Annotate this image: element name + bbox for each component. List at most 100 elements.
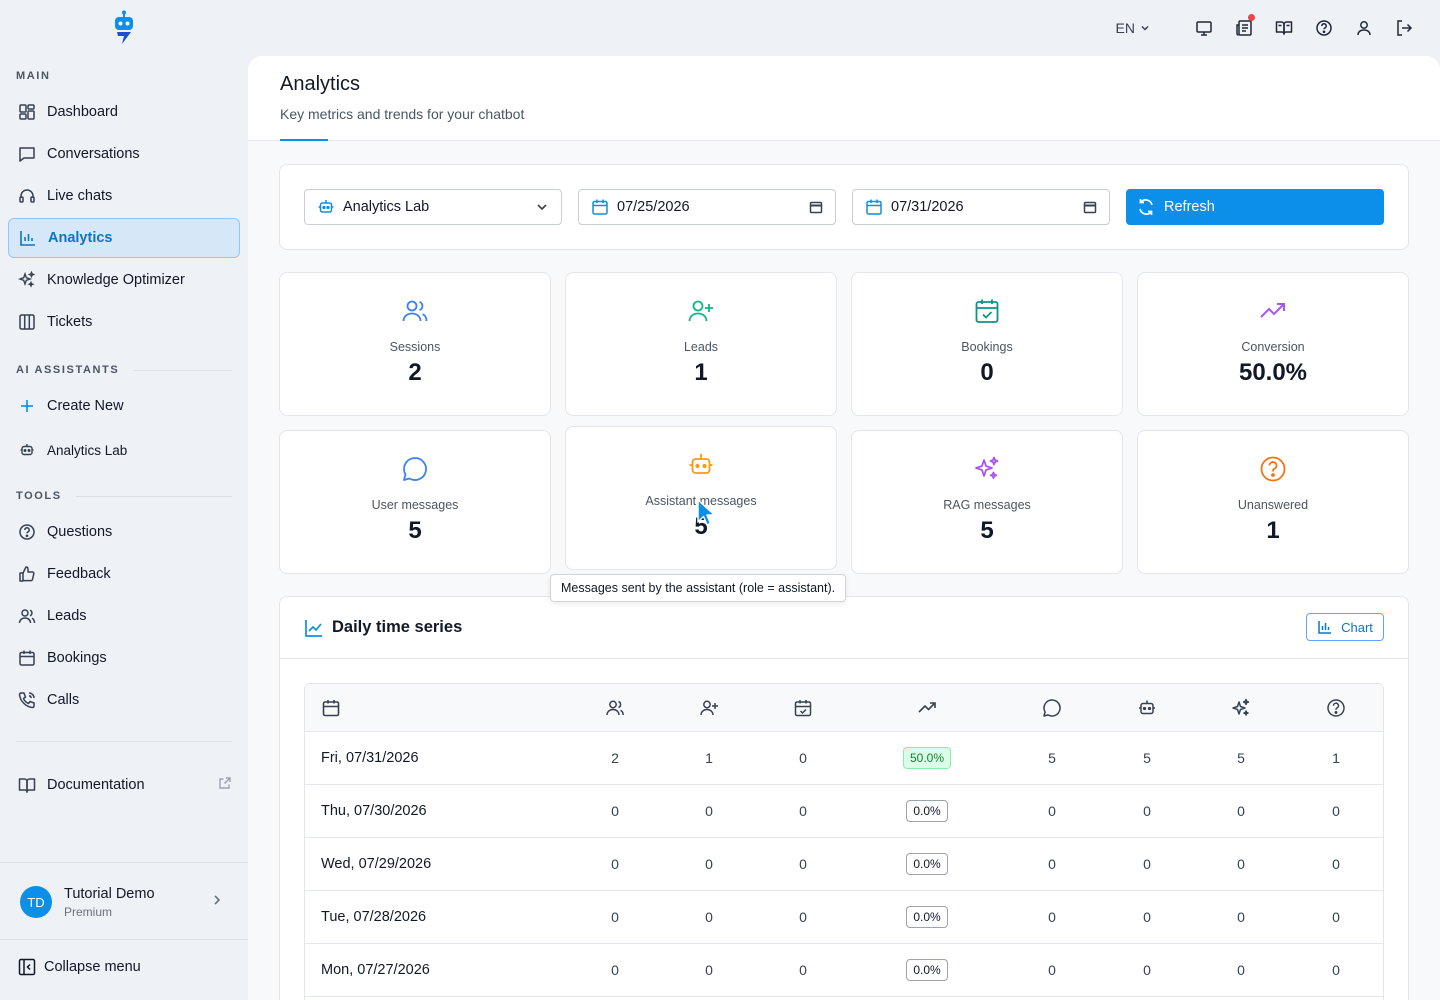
news-icon[interactable] bbox=[1232, 14, 1256, 40]
sidebar-item-tickets[interactable]: Tickets bbox=[8, 302, 240, 342]
start-date-input[interactable]: 07/25/2026 bbox=[578, 189, 836, 225]
sidebar-item-label: Questions bbox=[47, 524, 113, 540]
sidebar-item-questions[interactable]: Questions bbox=[8, 512, 240, 552]
stat-value: 5 bbox=[980, 517, 994, 544]
topbar: EN bbox=[1116, 14, 1416, 40]
calendar-icon bbox=[865, 198, 883, 216]
trending-up-icon bbox=[1138, 297, 1408, 325]
stat-value: 1 bbox=[1266, 517, 1280, 544]
thumbs-up-icon bbox=[17, 564, 37, 584]
date-picker-icon[interactable] bbox=[1083, 200, 1097, 214]
sidebar-item-dashboard[interactable]: Dashboard bbox=[8, 92, 240, 132]
date-picker-icon[interactable] bbox=[809, 200, 823, 214]
chevron-down-icon bbox=[535, 200, 549, 214]
page-header: Analytics Key metrics and trends for you… bbox=[248, 56, 1440, 141]
stat-card-leads: Leads 1 bbox=[565, 272, 837, 416]
help-circle-icon[interactable] bbox=[1316, 684, 1356, 732]
conversion-badge: 50.0% bbox=[902, 747, 952, 769]
plus-icon bbox=[17, 396, 37, 416]
collapse-menu-button[interactable]: Collapse menu bbox=[18, 958, 141, 976]
line-chart-icon bbox=[304, 618, 324, 643]
stat-card-assistant-messages: Assistant messages 5 bbox=[565, 426, 837, 570]
stat-value: 2 bbox=[408, 359, 422, 386]
user-plus-icon bbox=[566, 297, 836, 325]
end-date-value: 07/31/2026 bbox=[891, 199, 964, 215]
table-row: Wed, 07/29/2026 0 0 0 0.0% 0 0 0 0 bbox=[305, 838, 1383, 891]
sidebar-item-label: Dashboard bbox=[47, 104, 118, 120]
calendar-check-icon[interactable] bbox=[783, 684, 823, 732]
sidebar-item-knowledge-optimizer[interactable]: Knowledge Optimizer bbox=[8, 260, 240, 300]
monitor-icon[interactable] bbox=[1192, 16, 1216, 40]
users-icon bbox=[17, 606, 37, 626]
stat-value: 1 bbox=[694, 359, 708, 386]
calendar-icon[interactable] bbox=[321, 684, 341, 732]
stat-card-conversion: Conversion 50.0% bbox=[1137, 272, 1409, 416]
dashboard-icon bbox=[17, 102, 37, 122]
sidebar-item-label: Create New bbox=[47, 398, 124, 414]
chart-toggle-button[interactable]: Chart bbox=[1306, 613, 1384, 641]
sidebar-item-conversations[interactable]: Conversations bbox=[8, 134, 240, 174]
stat-value: 0 bbox=[980, 359, 994, 386]
help-icon[interactable] bbox=[1312, 16, 1336, 40]
calendar-icon bbox=[17, 648, 37, 668]
section-title-ai-assistants: AI ASSISTANTS bbox=[16, 364, 232, 376]
stat-card-rag-messages: RAG messages 5 bbox=[851, 430, 1123, 574]
stat-card-bookings: Bookings 0 bbox=[851, 272, 1123, 416]
filter-bar: Analytics Lab 07/25/2026 07/31/2026 Refr… bbox=[279, 164, 1409, 250]
user-plan: Premium bbox=[64, 905, 113, 919]
section-title-main: MAIN bbox=[16, 70, 51, 82]
notification-dot bbox=[1248, 14, 1255, 21]
sidebar-item-create-new[interactable]: Create New bbox=[8, 386, 240, 426]
columns-icon bbox=[17, 312, 37, 332]
sidebar-item-label: Leads bbox=[47, 608, 87, 624]
conversion-badge: 0.0% bbox=[906, 906, 948, 928]
chevron-down-icon bbox=[1141, 25, 1149, 31]
sidebar-item-bookings[interactable]: Bookings bbox=[8, 638, 240, 678]
sidebar-item-feedback[interactable]: Feedback bbox=[8, 554, 240, 594]
sidebar-item-leads[interactable]: Leads bbox=[8, 596, 240, 636]
sparkles-icon bbox=[17, 270, 37, 290]
sidebar-item-label: Calls bbox=[47, 692, 80, 708]
header-accent bbox=[280, 139, 328, 141]
table-row: Thu, 07/30/2026 0 0 0 0.0% 0 0 0 0 bbox=[305, 785, 1383, 838]
mouse-cursor-icon bbox=[697, 499, 716, 526]
app-logo-icon[interactable] bbox=[108, 10, 140, 46]
user-plus-icon[interactable] bbox=[689, 684, 729, 732]
table-row: Fri, 07/31/2026 2 1 0 50.0% 5 5 5 1 bbox=[305, 732, 1383, 785]
card-header: Daily time series Chart bbox=[280, 597, 1408, 659]
sidebar-item-calls[interactable]: Calls bbox=[8, 680, 240, 720]
language-selector[interactable]: EN bbox=[1116, 20, 1150, 36]
stat-card-unanswered: Unanswered 1 bbox=[1137, 430, 1409, 574]
stat-card-sessions: Sessions 2 bbox=[279, 272, 551, 416]
sidebar-item-label: Analytics bbox=[48, 230, 113, 246]
sidebar-item-analytics-lab[interactable]: Analytics Lab bbox=[8, 430, 240, 470]
sidebar-item-live-chats[interactable]: Live chats bbox=[8, 176, 240, 216]
logout-icon[interactable] bbox=[1392, 16, 1416, 40]
bot-icon[interactable] bbox=[1127, 684, 1167, 732]
bot-icon bbox=[317, 198, 335, 216]
user-icon[interactable] bbox=[1352, 16, 1376, 40]
sidebar-item-label: Analytics Lab bbox=[47, 442, 128, 458]
book-icon[interactable] bbox=[1272, 16, 1296, 40]
table-row: Mon, 07/27/2026 0 0 0 0.0% 0 0 0 0 bbox=[305, 944, 1383, 997]
page-subtitle: Key metrics and trends for your chatbot bbox=[280, 106, 525, 122]
sidebar-item-analytics[interactable]: Analytics bbox=[8, 218, 240, 258]
collapse-sidebar-icon bbox=[18, 958, 36, 976]
user-profile[interactable]: TD Tutorial Demo Premium bbox=[0, 862, 248, 940]
trending-up-icon[interactable] bbox=[907, 684, 947, 732]
refresh-button[interactable]: Refresh bbox=[1126, 189, 1384, 225]
users-icon bbox=[280, 297, 550, 325]
end-date-input[interactable]: 07/31/2026 bbox=[852, 189, 1110, 225]
sidebar-item-label: Knowledge Optimizer bbox=[47, 272, 185, 288]
sidebar-item-documentation[interactable]: Documentation bbox=[8, 765, 240, 805]
bar-chart-icon bbox=[18, 228, 38, 248]
assistant-messages-tooltip: Messages sent by the assistant (role = a… bbox=[550, 574, 847, 602]
users-icon[interactable] bbox=[595, 684, 635, 732]
conversion-badge: 0.0% bbox=[906, 853, 948, 875]
table-header bbox=[305, 684, 1383, 732]
sparkles-icon[interactable] bbox=[1221, 684, 1261, 732]
start-date-value: 07/25/2026 bbox=[617, 199, 690, 215]
assistant-select[interactable]: Analytics Lab bbox=[304, 189, 562, 225]
stat-value: 5 bbox=[408, 517, 422, 544]
message-circle-icon[interactable] bbox=[1032, 684, 1072, 732]
